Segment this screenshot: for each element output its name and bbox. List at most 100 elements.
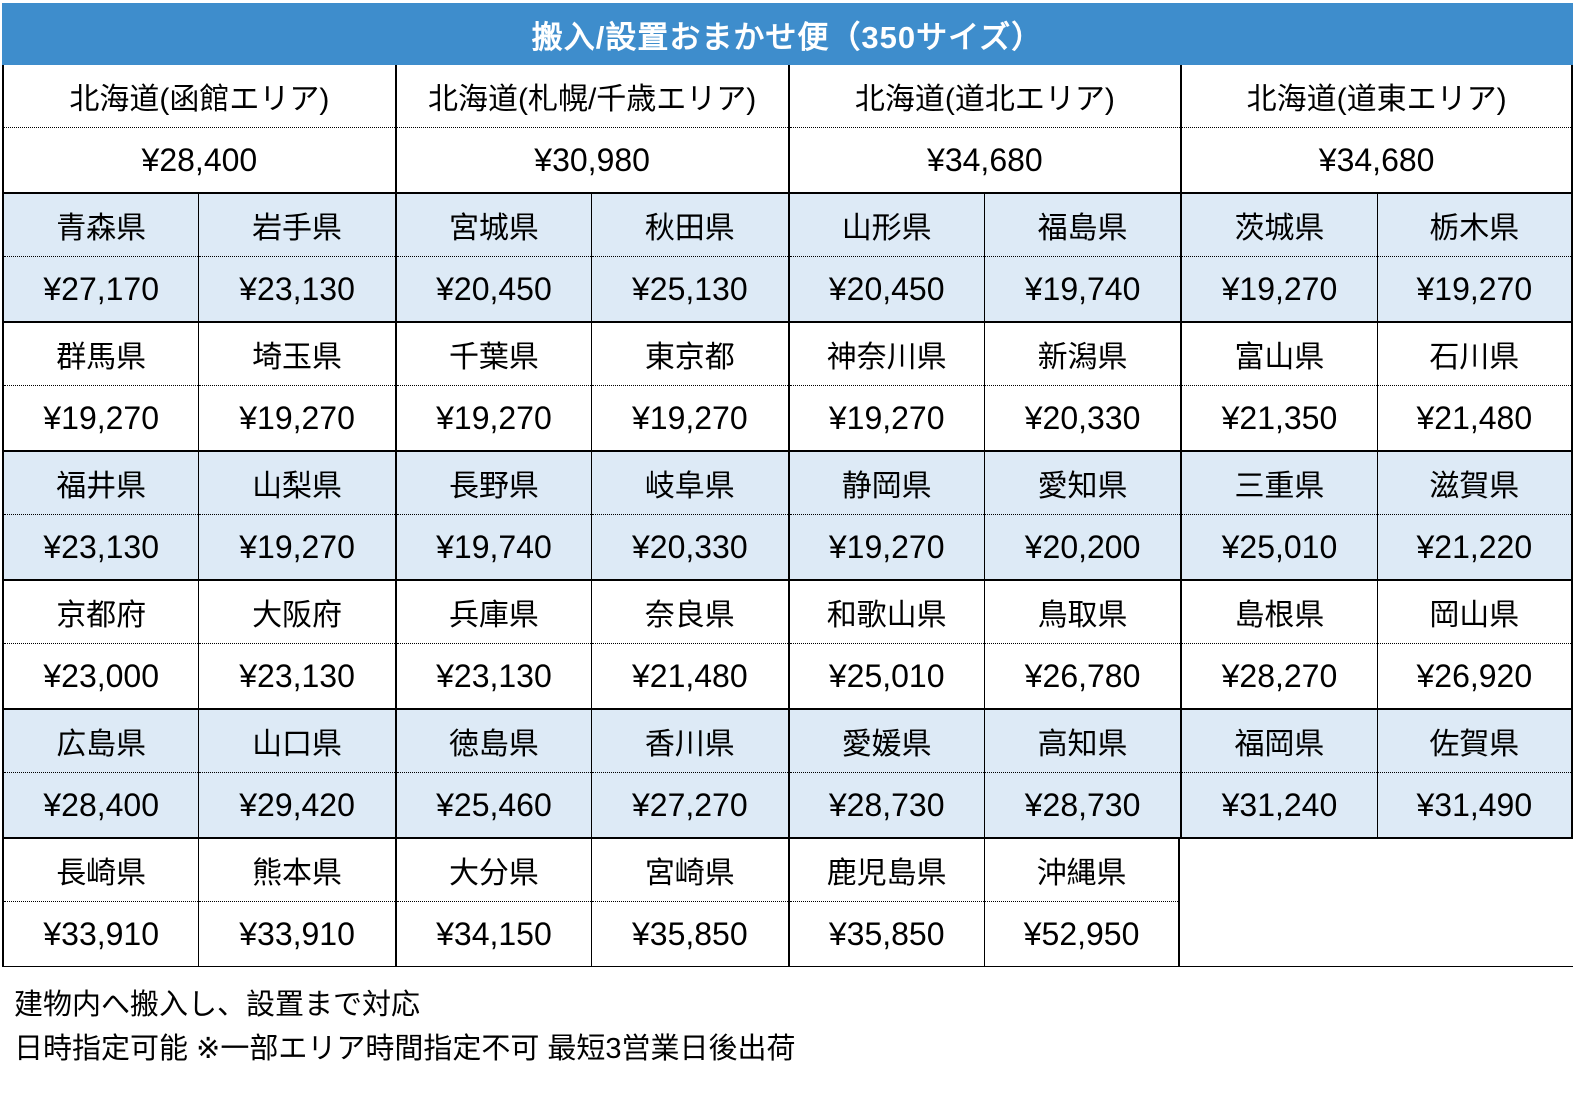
area-cell: 岩手県 ¥23,130 — [198, 194, 395, 321]
area-name: 山梨県 — [199, 452, 395, 515]
area-price: ¥21,480 — [1416, 399, 1533, 436]
table-band: 群馬県 ¥19,270 埼玉県 ¥19,270 千葉県 ¥19,270 東京都 ¥19,270… — [2, 321, 1573, 450]
area-cell: 高知県 ¥28,730 — [983, 710, 1181, 837]
area-name: 愛知県 — [984, 452, 1181, 515]
price-table: 北海道(函館エリア) ¥28,400 北海道(札幌/千歳エリア) ¥30,980 北海道… — [2, 65, 1573, 967]
area-price: ¥27,170 — [43, 270, 160, 307]
area-name: 石川県 — [1377, 323, 1571, 386]
area-price: ¥19,270 — [828, 528, 945, 565]
area-price: ¥19,270 — [1221, 270, 1338, 307]
area-name: 熊本県 — [199, 839, 395, 902]
table-band: 長崎県 ¥33,910 熊本県 ¥33,910 大分県 ¥34,150 宮崎県 ¥35,850… — [2, 837, 1573, 967]
area-name: 宮城県 — [396, 194, 592, 257]
area-price: ¥27,270 — [631, 786, 748, 823]
area-price: ¥23,130 — [239, 270, 355, 307]
area-price: ¥20,450 — [828, 270, 945, 307]
area-price: ¥25,010 — [1221, 528, 1338, 565]
area-cell: 愛媛県 ¥28,730 — [787, 710, 984, 837]
area-price: ¥28,400 — [141, 141, 258, 178]
area-name: 高知県 — [984, 710, 1181, 773]
area-price: ¥19,270 — [436, 399, 552, 436]
area-name: 島根県 — [1182, 581, 1377, 644]
area-name: 宮崎県 — [592, 839, 788, 902]
table-band: 青森県 ¥27,170 岩手県 ¥23,130 宮城県 ¥20,450 秋田県 ¥25,130… — [2, 192, 1573, 321]
table-band: 福井県 ¥23,130 山梨県 ¥19,270 長野県 ¥19,740 岐阜県 ¥20,330… — [2, 450, 1573, 579]
footer-notes: 建物内へ搬入し、設置まで対応 日時指定可能 ※一部エリア時間指定不可 最短3営業… — [2, 967, 1573, 1071]
area-price: ¥21,350 — [1221, 399, 1338, 436]
area-name: 北海道(道北エリア) — [789, 65, 1181, 128]
area-name: 岐阜県 — [592, 452, 788, 515]
area-price: ¥20,450 — [436, 270, 552, 307]
area-name: 群馬県 — [4, 323, 199, 386]
area-cell: 兵庫県 ¥23,130 — [394, 581, 592, 708]
area-price: ¥26,920 — [1416, 657, 1533, 694]
area-name: 富山県 — [1182, 323, 1377, 386]
area-price: ¥19,270 — [239, 399, 355, 436]
area-cell: 奈良県 ¥21,480 — [591, 581, 788, 708]
area-name: 北海道(道東エリア) — [1182, 65, 1571, 128]
area-cell: 山梨県 ¥19,270 — [198, 452, 395, 579]
area-name: 三重県 — [1182, 452, 1377, 515]
area-price: ¥23,130 — [43, 528, 160, 565]
area-price: ¥30,980 — [534, 141, 650, 178]
area-price: ¥19,740 — [436, 528, 552, 565]
area-cell: 沖縄県 ¥52,950 — [983, 839, 1181, 966]
area-cell: 島根県 ¥28,270 — [1180, 581, 1377, 708]
area-name: 山形県 — [789, 194, 984, 257]
area-price: ¥31,490 — [1416, 786, 1533, 823]
area-price: ¥25,010 — [828, 657, 945, 694]
area-cell: 千葉県 ¥19,270 — [394, 323, 592, 450]
area-price: ¥23,000 — [43, 657, 160, 694]
area-name: 福島県 — [984, 194, 1181, 257]
area-cell: 新潟県 ¥20,330 — [983, 323, 1181, 450]
area-cell: 大阪府 ¥23,130 — [198, 581, 395, 708]
area-cell: 群馬県 ¥19,270 — [2, 323, 199, 450]
area-name: 栃木県 — [1377, 194, 1571, 257]
area-name: 徳島県 — [396, 710, 592, 773]
area-name: 奈良県 — [592, 581, 788, 644]
area-name: 兵庫県 — [396, 581, 592, 644]
area-cell: 滋賀県 ¥21,220 — [1376, 452, 1573, 579]
area-name: 埼玉県 — [199, 323, 395, 386]
area-name: 福井県 — [4, 452, 199, 515]
area-cell: 山口県 ¥29,420 — [198, 710, 395, 837]
area-cell: 三重県 ¥25,010 — [1180, 452, 1377, 579]
area-name: 北海道(札幌/千歳エリア) — [396, 65, 788, 128]
area-cell: 広島県 ¥28,400 — [2, 710, 199, 837]
area-name: 神奈川県 — [789, 323, 984, 386]
area-price: ¥34,680 — [927, 141, 1043, 178]
area-price: ¥25,130 — [631, 270, 748, 307]
area-price: ¥23,130 — [239, 657, 355, 694]
area-cell: 静岡県 ¥19,270 — [787, 452, 984, 579]
area-name: 新潟県 — [984, 323, 1181, 386]
table-band: 京都府 ¥23,000 大阪府 ¥23,130 兵庫県 ¥23,130 奈良県 ¥21,480… — [2, 579, 1573, 708]
area-cell: 宮城県 ¥20,450 — [394, 194, 592, 321]
table-title: 搬入/設置おまかせ便（350サイズ） — [531, 19, 1044, 55]
area-name: 長崎県 — [4, 839, 199, 902]
area-name: 千葉県 — [396, 323, 592, 386]
area-name: 大分県 — [396, 839, 592, 902]
area-cell: 京都府 ¥23,000 — [2, 581, 199, 708]
area-price: ¥52,950 — [1023, 915, 1140, 952]
area-price: ¥25,460 — [436, 786, 552, 823]
area-price: ¥29,420 — [239, 786, 355, 823]
area-name: 青森県 — [4, 194, 199, 257]
area-name: 東京都 — [592, 323, 788, 386]
area-price: ¥19,270 — [43, 399, 160, 436]
area-cell: 北海道(札幌/千歳エリア) ¥30,980 — [394, 65, 788, 192]
area-name: 滋賀県 — [1377, 452, 1571, 515]
area-cell: 福井県 ¥23,130 — [2, 452, 199, 579]
area-cell: 佐賀県 ¥31,490 — [1376, 710, 1573, 837]
area-cell: 東京都 ¥19,270 — [591, 323, 788, 450]
area-price: ¥28,270 — [1221, 657, 1338, 694]
area-name: 静岡県 — [789, 452, 984, 515]
area-price: ¥34,680 — [1318, 141, 1435, 178]
area-name: 秋田県 — [592, 194, 788, 257]
area-cell: 福島県 ¥19,740 — [983, 194, 1181, 321]
table-band: 広島県 ¥28,400 山口県 ¥29,420 徳島県 ¥25,460 香川県 ¥27,270… — [2, 708, 1573, 837]
area-price: ¥19,270 — [631, 399, 748, 436]
area-price: ¥20,330 — [631, 528, 748, 565]
area-cell: 岡山県 ¥26,920 — [1376, 581, 1573, 708]
footer-note-line1: 建物内へ搬入し、設置まで対応 — [14, 989, 421, 1021]
area-cell: 長崎県 ¥33,910 — [2, 839, 199, 966]
